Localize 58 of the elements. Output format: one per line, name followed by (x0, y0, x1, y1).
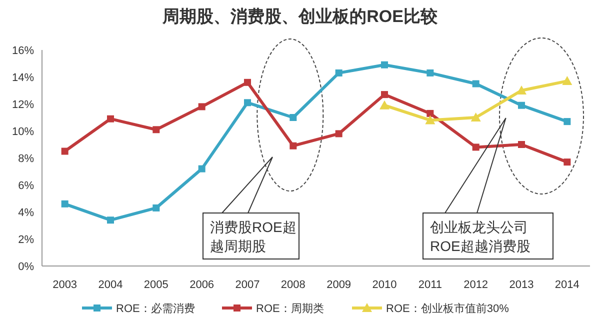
x-tick-label: 2004 (98, 279, 123, 291)
x-tick-label: 2007 (235, 279, 260, 291)
point (152, 126, 160, 134)
x-tick-label: 2006 (190, 279, 214, 291)
x-tick-label: 2003 (52, 279, 78, 291)
y-tick-label: 12% (12, 99, 34, 111)
point (425, 115, 436, 124)
legend-label: ROE：必需消费 (116, 302, 195, 315)
x-tick-label: 2014 (554, 279, 580, 291)
y-tick-label: 14% (12, 72, 34, 84)
y-tick-label: 2% (18, 234, 34, 246)
point (426, 110, 434, 117)
legend-label: ROE：周期类 (256, 302, 324, 315)
point (152, 204, 160, 212)
x-tick-label: 2009 (326, 279, 352, 291)
point (381, 61, 388, 68)
x-tick-label: 2013 (509, 279, 534, 291)
point (564, 118, 571, 126)
point (470, 112, 481, 122)
point (472, 144, 480, 151)
x-tick-label: 2011 (418, 279, 442, 291)
point (564, 158, 571, 166)
y-tick-label: 6% (18, 180, 34, 192)
point (335, 69, 342, 76)
annotation: 消费股ROE超越周期股 (202, 156, 300, 260)
annotation: 创业板龙头公司ROE超越消费股 (430, 219, 530, 254)
y-tick-label: 8% (18, 153, 34, 165)
point (518, 141, 525, 148)
point (472, 80, 480, 88)
point (290, 114, 297, 121)
x-tick-label: 2010 (372, 279, 397, 291)
y-tick-label: 10% (12, 126, 34, 138)
chart-title: 周期股、消费股、创业板的ROE比较 (162, 7, 438, 26)
legend-label: ROE：创业板市值前30% (386, 302, 510, 315)
point (562, 76, 572, 86)
x-tick-label: 2012 (464, 279, 488, 291)
point (335, 130, 342, 138)
point (244, 99, 251, 106)
point (380, 100, 390, 110)
point (198, 165, 206, 172)
annotation: 创业板龙头公司ROE超越消费股 (422, 118, 554, 260)
point (107, 115, 114, 122)
annotation: 消费股ROE超越周期股 (210, 219, 296, 254)
x-tick-label: 2008 (280, 279, 306, 291)
y-tick-label: 4% (18, 207, 34, 219)
point (198, 103, 206, 110)
x-tick-label: 2005 (144, 279, 168, 291)
point (516, 86, 526, 94)
y-tick-label: 16% (12, 45, 34, 57)
point (426, 69, 434, 76)
point (107, 216, 114, 224)
point (290, 142, 297, 150)
point (244, 78, 251, 86)
point (61, 200, 68, 208)
point (61, 148, 68, 155)
point (381, 91, 388, 98)
point (518, 102, 525, 109)
y-tick-label: 0% (18, 261, 34, 273)
